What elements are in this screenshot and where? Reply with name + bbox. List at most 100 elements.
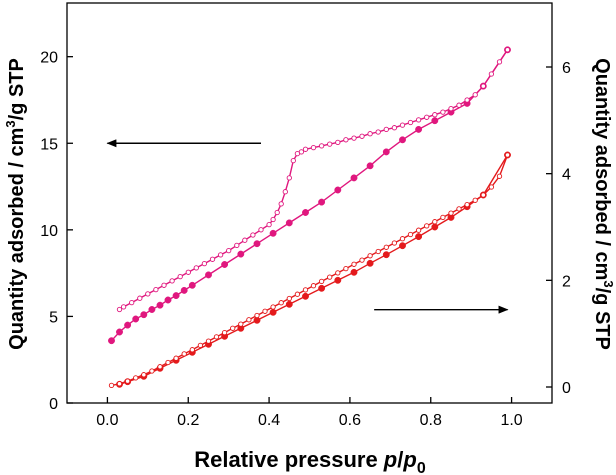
red-desorption-point xyxy=(286,295,292,302)
pink-adsorption-point xyxy=(172,292,180,300)
pink-adsorption-point xyxy=(269,229,277,237)
red-desorption-point xyxy=(472,197,478,203)
red-adsorption-point xyxy=(366,259,374,267)
red-desorption-point xyxy=(230,325,236,331)
red-desorption-point xyxy=(391,240,398,246)
pink-desorption-point xyxy=(456,102,462,108)
pink-desorption-point xyxy=(120,304,127,310)
red-desorption-point xyxy=(327,274,333,280)
pink-adsorption-point xyxy=(318,198,326,206)
pink-adsorption-point xyxy=(237,250,245,258)
red-desorption-point xyxy=(181,351,187,357)
red-desorption-point xyxy=(262,308,268,314)
pink-desorption-point xyxy=(294,150,301,157)
red-adsorption-point xyxy=(318,284,326,292)
red-desorption-point xyxy=(246,317,252,323)
pink-adsorption-point xyxy=(132,315,140,323)
pink-desorption-point xyxy=(464,97,470,103)
pink-desorption-point xyxy=(359,133,365,139)
red-desorption-point xyxy=(108,382,115,389)
pink-desorption-point xyxy=(270,216,276,223)
red-desorption-point xyxy=(116,381,123,387)
red-desorption-point xyxy=(335,270,341,276)
pink-desorption-point xyxy=(226,247,232,254)
red-desorption-point xyxy=(294,291,301,297)
pink-adsorption-point xyxy=(253,240,261,248)
red-desorption-point xyxy=(133,375,139,381)
y-right-axis-ticks: 0 2 4 6 xyxy=(546,60,571,397)
pink-adsorption-point xyxy=(302,209,309,216)
red-adsorption-point xyxy=(334,276,342,284)
red-desorption-point xyxy=(173,355,179,361)
y-left-tick-label: 15 xyxy=(40,136,58,153)
red-desorption-point xyxy=(278,300,284,306)
red-desorption-series xyxy=(108,152,511,389)
red-desorption-point xyxy=(480,192,486,198)
red-adsorption-point xyxy=(382,251,390,259)
pink-desorption-point xyxy=(250,232,256,238)
red-desorption-point xyxy=(375,248,381,255)
pink-adsorption-point xyxy=(108,337,115,345)
pink-desorption-point xyxy=(399,122,406,128)
red-desorption-point xyxy=(302,287,309,293)
pink-desorption-point xyxy=(286,175,292,181)
y-left-tick-label: 0 xyxy=(49,396,58,413)
pink-desorption-point xyxy=(424,114,430,120)
red-desorption-point xyxy=(359,257,365,263)
pink-desorption-point xyxy=(278,201,284,207)
red-desorption-point xyxy=(367,253,373,259)
pink-desorption-point xyxy=(318,143,325,149)
red-desorption-point xyxy=(383,244,389,250)
series-layer xyxy=(108,46,511,389)
y-right-tick-label: 6 xyxy=(562,60,571,77)
red-desorption-point xyxy=(157,364,163,370)
pink-desorption-point xyxy=(137,295,143,301)
pink-desorption-point xyxy=(282,189,288,195)
red-adsorption-line xyxy=(119,154,509,385)
pink-desorption-point xyxy=(375,129,381,135)
red-desorption-point xyxy=(197,342,204,349)
y-left-axis-title: Quantity adsorbed / cm3/g STP xyxy=(3,58,28,350)
pink-desorption-point xyxy=(258,227,264,233)
red-desorption-point xyxy=(165,359,171,366)
pink-desorption-point xyxy=(440,109,446,115)
x-axis-ticks: 0.0 0.2 0.4 0.6 0.8 1.0 xyxy=(96,397,523,429)
pink-desorption-point xyxy=(488,71,495,77)
pink-adsorption-point xyxy=(431,117,439,125)
red-desorption-point xyxy=(189,347,195,353)
pink-desorption-point xyxy=(496,59,503,65)
red-adsorption-point xyxy=(285,300,293,308)
plot-frame xyxy=(66,2,553,404)
red-desorption-point xyxy=(124,378,131,384)
y-left-axis-ticks: 0 5 10 15 20 xyxy=(40,50,73,413)
red-desorption-point xyxy=(488,184,495,190)
red-desorption-point xyxy=(141,372,147,378)
red-desorption-point xyxy=(496,173,503,179)
pink-desorption-point xyxy=(266,221,272,228)
pink-desorption-point xyxy=(383,126,389,133)
red-desorption-point xyxy=(149,368,155,374)
pink-adsorption-point xyxy=(366,162,374,170)
red-desorption-point xyxy=(415,227,422,233)
pink-desorption-point xyxy=(504,47,511,53)
pink-adsorption-point xyxy=(415,125,423,133)
pink-desorption-point xyxy=(145,291,151,297)
pink-adsorption-point xyxy=(164,296,172,304)
pink-desorption-point xyxy=(448,105,454,112)
red-adsorption-series xyxy=(116,151,511,388)
pink-adsorption-point xyxy=(148,306,156,313)
pink-adsorption-point xyxy=(382,148,390,156)
red-adsorption-point xyxy=(350,268,358,276)
pink-desorption-point xyxy=(169,278,175,284)
pink-desorption-point xyxy=(310,144,317,151)
x-tick-label: 1.0 xyxy=(500,412,522,429)
pink-desorption-point xyxy=(116,306,123,313)
y-left-tick-label: 10 xyxy=(40,223,58,240)
pink-adsorption-line xyxy=(110,49,509,342)
pink-desorption-point xyxy=(302,146,309,152)
red-desorption-point xyxy=(407,231,414,238)
red-desorption-point xyxy=(504,152,511,158)
pink-desorption-point xyxy=(217,252,224,258)
pink-desorption-point xyxy=(415,117,422,123)
